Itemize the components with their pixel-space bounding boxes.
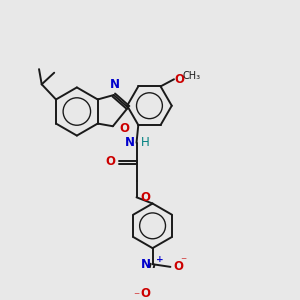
Text: O: O: [173, 260, 183, 273]
Text: CH₃: CH₃: [183, 71, 201, 81]
Text: O: O: [105, 155, 115, 168]
Text: O: O: [140, 191, 150, 204]
Text: N: N: [110, 77, 120, 91]
Text: O: O: [175, 73, 185, 86]
Text: H: H: [141, 136, 150, 149]
Text: +: +: [156, 255, 164, 264]
Text: ⁻: ⁻: [133, 290, 139, 300]
Text: ⁻: ⁻: [180, 255, 187, 268]
Text: O: O: [119, 122, 129, 135]
Text: N: N: [141, 258, 151, 271]
Text: O: O: [140, 286, 150, 299]
Text: N: N: [125, 136, 135, 149]
